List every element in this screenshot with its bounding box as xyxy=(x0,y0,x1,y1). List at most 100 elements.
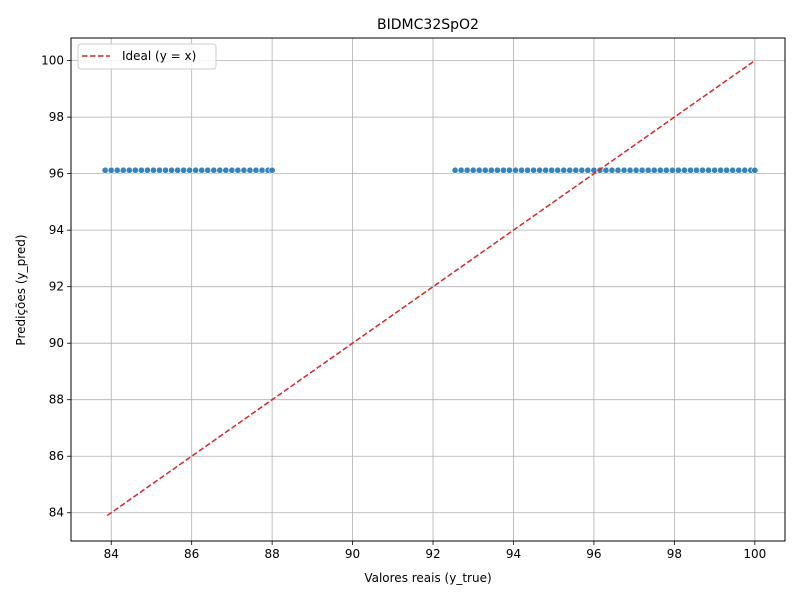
y-tick-label: 84 xyxy=(49,506,64,520)
scatter-point xyxy=(499,166,507,174)
scatter-point xyxy=(192,166,200,174)
y-axis-ticks: 84 86 88 90 92 94 96 98 100 xyxy=(41,54,71,520)
scatter-point xyxy=(137,166,145,174)
scatter-point xyxy=(548,166,556,174)
scatter-point xyxy=(608,166,616,174)
scatter-point xyxy=(210,166,218,174)
grid xyxy=(71,38,785,541)
scatter-point xyxy=(234,166,242,174)
scatter-point xyxy=(216,166,224,174)
scatter-point xyxy=(228,166,236,174)
x-tick-label: 96 xyxy=(586,547,601,561)
x-tick-label: 92 xyxy=(425,547,440,561)
ideal-line xyxy=(106,59,756,517)
legend-box xyxy=(77,43,217,70)
scatter-point xyxy=(258,166,266,174)
scatter-point xyxy=(463,166,471,174)
scatter-point xyxy=(143,166,151,174)
scatter-point xyxy=(222,166,230,174)
x-tick-label: 84 xyxy=(104,547,119,561)
scatter-point xyxy=(741,166,749,174)
scatter-point xyxy=(584,166,592,174)
scatter-point xyxy=(186,166,194,174)
y-tick-label: 94 xyxy=(49,223,64,237)
scatter-point xyxy=(536,166,544,174)
scatter-point xyxy=(668,166,676,174)
scatter-point xyxy=(729,166,737,174)
scatter-point xyxy=(268,166,276,174)
scatter-point xyxy=(632,166,640,174)
x-tick-label: 86 xyxy=(184,547,199,561)
scatter-point xyxy=(626,166,634,174)
scatter-point xyxy=(717,166,725,174)
scatter-point xyxy=(662,166,670,174)
scatter-point xyxy=(155,166,163,174)
x-tick-label: 98 xyxy=(667,547,682,561)
scatter-point xyxy=(674,166,682,174)
y-tick-label: 90 xyxy=(49,336,64,350)
scatter-point xyxy=(554,166,562,174)
x-axis-ticks: 84 86 88 90 92 94 96 98 100 xyxy=(104,541,766,561)
y-tick-label: 92 xyxy=(49,280,64,294)
scatter-point xyxy=(240,166,248,174)
scatter-point xyxy=(113,166,121,174)
scatter-point xyxy=(578,166,586,174)
scatter-point xyxy=(119,166,127,174)
scatter-point xyxy=(481,166,489,174)
scatter-point xyxy=(735,166,743,174)
scatter-point xyxy=(656,166,664,174)
scatter-point xyxy=(107,166,115,174)
scatter-point xyxy=(723,166,731,174)
y-tick-label: 100 xyxy=(41,54,64,68)
scatter-point xyxy=(686,166,694,174)
ideal-line-layer xyxy=(106,59,756,517)
scatter-point xyxy=(542,166,550,174)
scatter-point xyxy=(560,166,568,174)
scatter-point xyxy=(650,166,658,174)
y-tick-label: 86 xyxy=(49,449,64,463)
x-tick-label: 88 xyxy=(264,547,279,561)
scatter-point xyxy=(524,166,532,174)
x-axis-label: Valores reais (y_true) xyxy=(364,571,491,585)
scatter-point xyxy=(487,166,495,174)
scatter-point xyxy=(252,166,260,174)
scatter-point xyxy=(711,166,719,174)
scatter-point xyxy=(246,166,254,174)
scatter-point xyxy=(475,166,483,174)
scatter-point xyxy=(602,166,610,174)
scatter-point xyxy=(131,166,139,174)
legend-label-ideal: Ideal (y = x) xyxy=(122,49,196,63)
scatter-point xyxy=(638,166,646,174)
scatter-point xyxy=(572,166,580,174)
plot-frame xyxy=(70,37,786,542)
y-tick-label: 88 xyxy=(49,393,64,407)
y-tick-label: 98 xyxy=(49,110,64,124)
scatter-point xyxy=(162,166,170,174)
scatter-point xyxy=(705,166,713,174)
x-tick-label: 90 xyxy=(345,547,360,561)
scatter-point xyxy=(699,166,707,174)
scatter-point xyxy=(518,166,526,174)
scatter-point xyxy=(614,166,622,174)
scatter-point xyxy=(451,166,459,174)
legend: Ideal (y = x) xyxy=(77,43,217,70)
scatter-point xyxy=(168,166,176,174)
scatter-point xyxy=(198,166,206,174)
x-tick-label: 94 xyxy=(506,547,521,561)
scatter-point xyxy=(644,166,652,174)
scatter-point xyxy=(530,166,538,174)
scatter-point xyxy=(125,166,133,174)
scatter-point xyxy=(101,166,109,174)
scatter-point xyxy=(751,166,759,174)
scatter-point xyxy=(180,166,188,174)
scatter-point xyxy=(469,166,477,174)
scatter-point xyxy=(149,166,157,174)
x-tick-label: 100 xyxy=(743,547,766,561)
chart-title: BIDMC32SpO2 xyxy=(377,17,479,33)
scatter-point xyxy=(493,166,501,174)
scatter-point xyxy=(620,166,628,174)
scatter-point xyxy=(566,166,574,174)
scatter-point xyxy=(457,166,465,174)
